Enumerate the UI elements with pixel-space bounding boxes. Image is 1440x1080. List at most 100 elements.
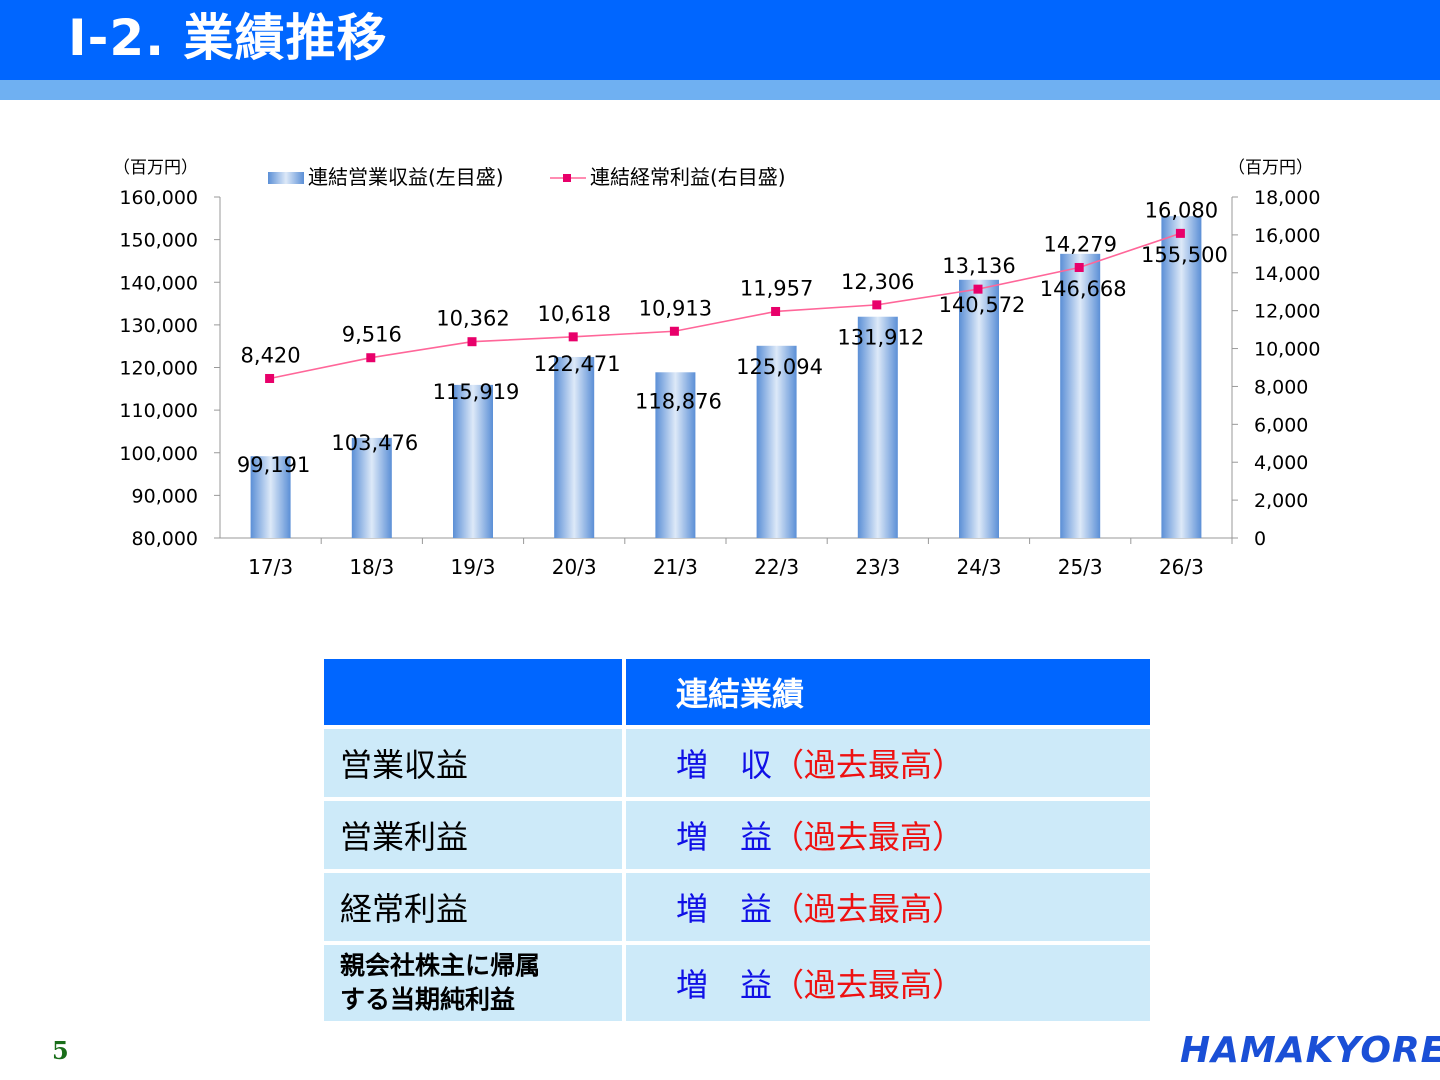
header-stripe bbox=[0, 80, 1440, 100]
right-tick-label: 12,000 bbox=[1254, 301, 1320, 323]
performance-table: 連結業績 営業収益 増 収（過去最高） 営業利益 増 益（過去最高） 経常利益 … bbox=[322, 657, 1152, 1023]
table-header-row: 連結業績 bbox=[322, 657, 1152, 727]
left-tick-label: 140,000 bbox=[119, 272, 198, 294]
result-note: （過去最高） bbox=[772, 746, 965, 784]
right-tick-label: 10,000 bbox=[1254, 339, 1320, 361]
profit-marker bbox=[1074, 262, 1084, 272]
bar-data-label: 140,572 bbox=[939, 293, 1026, 317]
line-data-label: 10,913 bbox=[639, 296, 712, 320]
legend-bar-label: 連結営業収益(左目盛) bbox=[308, 165, 504, 189]
left-tick-label: 160,000 bbox=[119, 187, 198, 209]
table-row: 親会社株主に帰属 する当期純利益 増 益（過去最高） bbox=[322, 943, 1152, 1023]
row-value: 増 益（過去最高） bbox=[624, 943, 1152, 1023]
line-data-label: 14,279 bbox=[1043, 232, 1116, 256]
row-label-net-income: 親会社株主に帰属 する当期純利益 bbox=[322, 943, 624, 1023]
profit-marker bbox=[973, 284, 983, 294]
right-tick-label: 0 bbox=[1254, 528, 1266, 550]
x-tick-label: 24/3 bbox=[957, 555, 1002, 579]
line-data-label: 13,136 bbox=[942, 254, 1015, 278]
bar bbox=[554, 356, 595, 538]
profit-marker bbox=[1175, 228, 1185, 238]
bar bbox=[655, 372, 696, 538]
line-data-label: 9,516 bbox=[342, 323, 402, 347]
x-tick-label: 21/3 bbox=[653, 555, 698, 579]
result-note: （過去最高） bbox=[772, 818, 965, 856]
left-tick-label: 110,000 bbox=[119, 400, 198, 422]
performance-chart: （百万円） （百万円） 連結営業収益(左目盛) 連結経常利益(右目盛) 80,0… bbox=[113, 158, 1320, 579]
bar bbox=[1060, 253, 1101, 539]
left-tick-label: 150,000 bbox=[119, 230, 198, 252]
x-tick-label: 17/3 bbox=[248, 555, 293, 579]
x-tick-label: 26/3 bbox=[1159, 555, 1204, 579]
left-tick-label: 130,000 bbox=[119, 315, 198, 337]
right-tick-label: 18,000 bbox=[1254, 187, 1320, 209]
left-tick-label: 100,000 bbox=[119, 443, 198, 465]
table-row: 営業利益 増 益（過去最高） bbox=[322, 799, 1152, 871]
profit-marker bbox=[669, 326, 679, 336]
profit-marker bbox=[265, 373, 275, 383]
left-axis-unit: （百万円） bbox=[113, 158, 198, 178]
right-tick-label: 6,000 bbox=[1254, 414, 1308, 436]
left-tick-label: 80,000 bbox=[132, 528, 198, 550]
bar-data-label: 99,191 bbox=[237, 453, 310, 477]
profit-marker bbox=[467, 337, 477, 347]
left-tick-label: 90,000 bbox=[132, 485, 198, 507]
table-row: 経常利益 増 益（過去最高） bbox=[322, 871, 1152, 943]
row-value: 増 益（過去最高） bbox=[624, 799, 1152, 871]
row-label-line1: 親会社株主に帰属 bbox=[340, 951, 541, 980]
x-tick-label: 19/3 bbox=[451, 555, 496, 579]
table-header-empty bbox=[322, 657, 624, 727]
bar bbox=[857, 316, 898, 538]
x-tick-label: 18/3 bbox=[349, 555, 394, 579]
header-bar bbox=[0, 0, 1440, 80]
table-row: 営業収益 増 収（過去最高） bbox=[322, 727, 1152, 799]
profit-marker bbox=[568, 332, 578, 342]
bar bbox=[959, 279, 999, 538]
profit-marker bbox=[872, 300, 882, 310]
profit-marker bbox=[366, 353, 376, 363]
legend-line-label: 連結経常利益(右目盛) bbox=[590, 165, 786, 189]
right-tick-label: 8,000 bbox=[1254, 376, 1308, 398]
line-data-label: 16,080 bbox=[1145, 198, 1218, 222]
right-tick-label: 16,000 bbox=[1254, 225, 1320, 247]
legend-line-marker bbox=[563, 174, 571, 182]
line-data-label: 10,618 bbox=[537, 302, 610, 326]
bar-data-label: 122,471 bbox=[534, 352, 621, 376]
right-axis-unit: （百万円） bbox=[1228, 158, 1313, 178]
row-label-operating-revenue: 営業収益 bbox=[322, 727, 624, 799]
result-note: （過去最高） bbox=[772, 966, 965, 1004]
bar bbox=[250, 456, 291, 538]
bar bbox=[453, 384, 493, 538]
company-logo: HAMAKYOREX bbox=[1180, 1030, 1440, 1071]
left-tick-label: 120,000 bbox=[119, 358, 198, 380]
result-main: 増 益 bbox=[676, 890, 773, 928]
x-tick-label: 25/3 bbox=[1058, 555, 1103, 579]
legend-bar-swatch bbox=[268, 172, 304, 184]
table-header-consolidated: 連結業績 bbox=[624, 657, 1152, 727]
x-tick-label: 20/3 bbox=[552, 555, 597, 579]
right-tick-label: 4,000 bbox=[1254, 452, 1308, 474]
line-data-label: 10,362 bbox=[436, 307, 509, 331]
bar bbox=[1161, 216, 1202, 538]
result-note: （過去最高） bbox=[772, 890, 965, 928]
line-data-label: 11,957 bbox=[740, 276, 813, 300]
profit-line bbox=[269, 232, 1181, 380]
line-data-label: 12,306 bbox=[841, 270, 914, 294]
right-tick-label: 2,000 bbox=[1254, 490, 1308, 512]
bar bbox=[351, 437, 392, 538]
bar-data-label: 118,876 bbox=[635, 389, 722, 413]
page-title: Ⅰ-2. 業績推移 bbox=[68, 9, 388, 67]
result-main: 増 益 bbox=[676, 966, 773, 1004]
profit-marker bbox=[771, 306, 781, 316]
bar-data-label: 146,668 bbox=[1040, 277, 1127, 301]
x-tick-label: 22/3 bbox=[754, 555, 799, 579]
right-tick-label: 14,000 bbox=[1254, 263, 1320, 285]
result-main: 増 益 bbox=[676, 818, 773, 856]
row-label-ordinary-profit: 経常利益 bbox=[322, 871, 624, 943]
line-data-label: 8,420 bbox=[241, 343, 301, 367]
table-header-label: 連結業績 bbox=[676, 675, 805, 713]
bar-data-label: 115,919 bbox=[433, 380, 520, 404]
bar-data-label: 131,912 bbox=[837, 326, 924, 350]
result-main: 増 収 bbox=[676, 746, 773, 784]
bar bbox=[756, 345, 797, 538]
